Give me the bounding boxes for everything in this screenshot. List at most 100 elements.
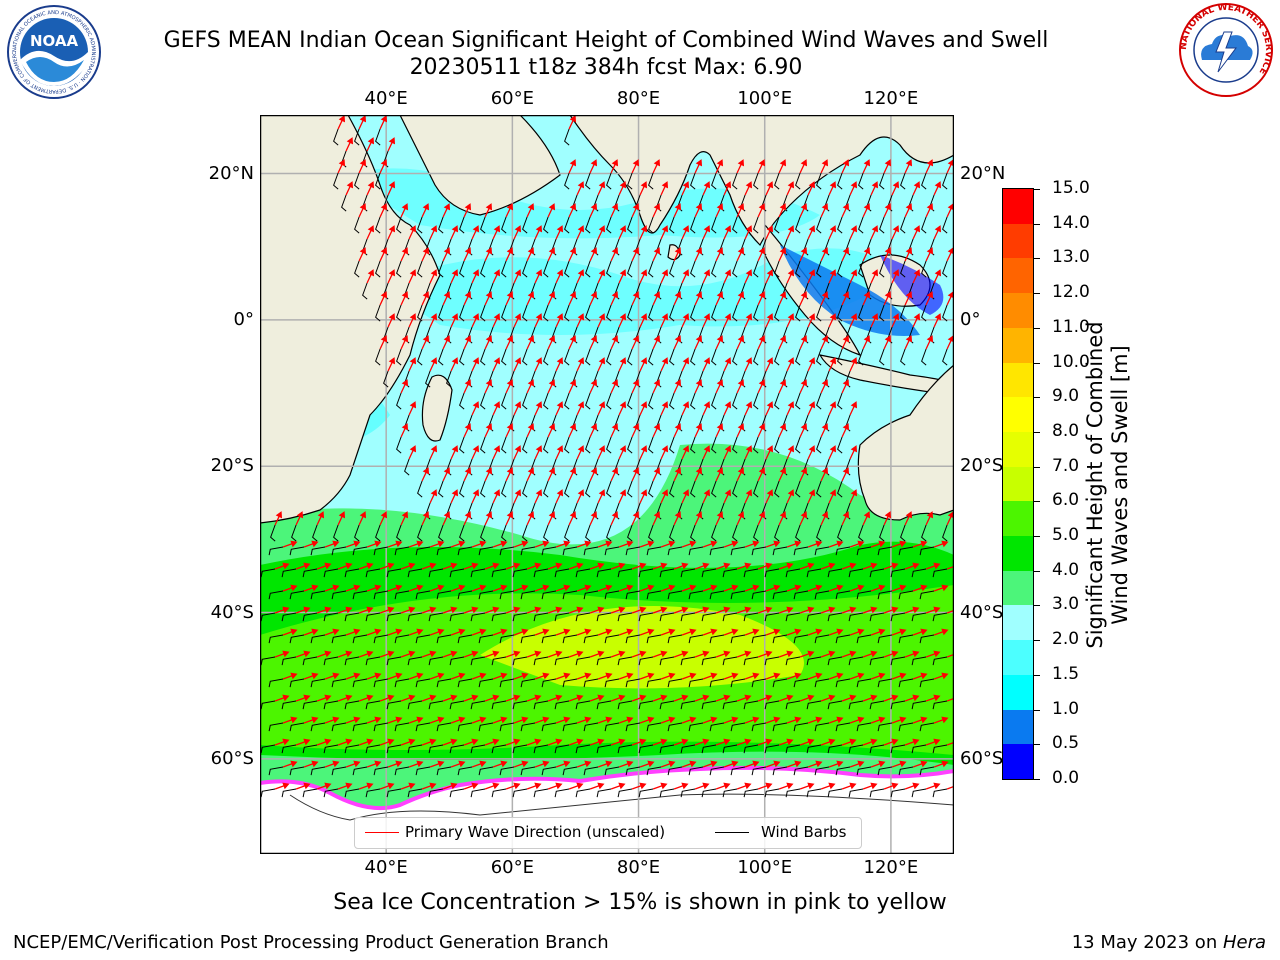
wind-barb	[436, 678, 452, 688]
wave-direction-arrowhead	[744, 606, 752, 614]
wave-direction-arrowhead	[409, 357, 417, 365]
wind-barb	[638, 788, 654, 798]
wind-barb	[890, 656, 906, 666]
wave-direction-arrowhead	[429, 738, 437, 746]
wave-direction-arrowhead	[934, 313, 942, 321]
wind-barb	[806, 568, 822, 578]
wave-direction-arrowhead	[682, 313, 690, 321]
bottom-longitude-label: 100°E	[737, 857, 793, 878]
wave-direction-arrowhead	[842, 379, 850, 387]
wind-barb	[459, 392, 465, 410]
wind-barb	[732, 524, 738, 542]
wave-direction-arrowhead	[584, 628, 592, 636]
wind-barb	[669, 216, 675, 234]
wave-direction-arrowhead	[332, 760, 340, 768]
wind-barb	[617, 744, 633, 754]
wave-direction-arrowhead	[395, 760, 403, 768]
wave-direction-arrowhead	[401, 511, 409, 519]
wave-direction-arrowhead	[429, 562, 437, 570]
colorbar-tick-label: 0.5	[1052, 733, 1080, 754]
wave-direction-arrowhead	[527, 467, 535, 475]
wind-barb	[722, 612, 738, 622]
wind-barb	[743, 656, 759, 666]
wind-barb	[877, 766, 893, 776]
wave-direction-arrowhead	[569, 159, 577, 167]
top-longitude-label: 120°E	[863, 88, 919, 109]
wave-direction-arrowhead	[682, 489, 690, 497]
wave-direction-arrowhead	[737, 291, 745, 299]
wave-direction-arrowhead	[758, 335, 766, 343]
wind-barb	[732, 260, 738, 278]
wave-direction-arrowhead	[842, 159, 850, 167]
wave-direction-arrowhead	[640, 489, 648, 497]
wind-barb	[323, 612, 339, 622]
wind-barb	[900, 216, 906, 234]
footer-right: 13 May 2023 on Hera	[1072, 932, 1266, 953]
wave-direction-arrowhead	[689, 716, 697, 724]
wave-direction-arrowhead	[577, 357, 585, 365]
wave-direction-arrowhead	[506, 467, 514, 475]
wave-direction-arrowhead	[870, 562, 878, 570]
left-latitude-label: 0°	[233, 308, 254, 330]
wave-direction-arrowhead	[787, 313, 795, 321]
wind-barb	[711, 348, 717, 366]
wind-barb	[281, 700, 297, 710]
wave-direction-arrowhead	[598, 401, 606, 409]
wind-barb	[564, 216, 570, 234]
wave-direction-arrowhead	[611, 379, 619, 387]
wave-direction-arrowhead	[794, 716, 802, 724]
wave-direction-arrowhead	[590, 159, 598, 167]
wave-direction-arrowhead	[359, 511, 367, 519]
wave-direction-arrowhead	[556, 445, 564, 453]
wind-barb	[711, 524, 717, 542]
wave-direction-arrowhead	[800, 247, 808, 255]
wave-direction-arrowhead	[682, 269, 690, 277]
right-latitude-label: 0°	[960, 308, 981, 330]
chart-subtitle: 20230511 t18z 384h fcst Max: 6.90	[409, 55, 803, 80]
wave-direction-arrowhead	[926, 511, 934, 519]
wind-barb	[386, 788, 402, 798]
wind-barb	[932, 612, 948, 622]
wind-barb	[533, 700, 549, 710]
colorbar-tick	[1034, 362, 1040, 364]
wave-direction-arrowhead	[857, 584, 865, 592]
wind-barb	[564, 392, 570, 410]
wave-direction-arrowhead	[464, 335, 472, 343]
wind-barb	[814, 678, 830, 688]
wave-direction-arrowhead	[548, 511, 556, 519]
wave-direction-arrowhead	[821, 423, 829, 431]
wave-direction-arrowhead	[702, 738, 710, 746]
wind-barb	[541, 634, 557, 644]
wave-direction-arrowhead	[745, 445, 753, 453]
wave-direction-arrowhead	[871, 181, 879, 189]
wave-direction-arrowhead	[808, 445, 816, 453]
wind-barb	[743, 612, 759, 622]
wave-direction-arrowhead	[556, 313, 564, 321]
wind-barb	[478, 722, 494, 732]
wind-barb	[785, 788, 801, 798]
wave-direction-arrowhead	[926, 291, 934, 299]
wave-direction-arrowhead	[324, 650, 332, 658]
wave-direction-arrowhead	[716, 423, 724, 431]
wind-barb	[837, 172, 843, 190]
wave-direction-arrowhead	[800, 335, 808, 343]
wind-barb	[827, 568, 843, 578]
wave-direction-arrowhead	[800, 511, 808, 519]
wind-barb	[879, 348, 885, 366]
wind-barb	[289, 722, 305, 732]
wind-barb	[585, 480, 591, 498]
wind-barb	[732, 436, 738, 454]
wave-direction-arrowhead	[556, 401, 564, 409]
wave-direction-arrowhead	[479, 672, 487, 680]
colorbar-tick	[1034, 327, 1040, 329]
wind-barb	[512, 656, 528, 666]
wind-barb	[522, 348, 528, 366]
wave-direction-arrowhead	[521, 584, 529, 592]
colorbar-segment	[1003, 674, 1033, 710]
wave-direction-arrowhead	[863, 203, 871, 211]
wind-barb	[701, 744, 717, 754]
wind-barb	[837, 524, 843, 542]
wave-direction-arrowhead	[548, 423, 556, 431]
wave-direction-arrowhead	[492, 650, 500, 658]
wind-barb	[814, 546, 830, 556]
